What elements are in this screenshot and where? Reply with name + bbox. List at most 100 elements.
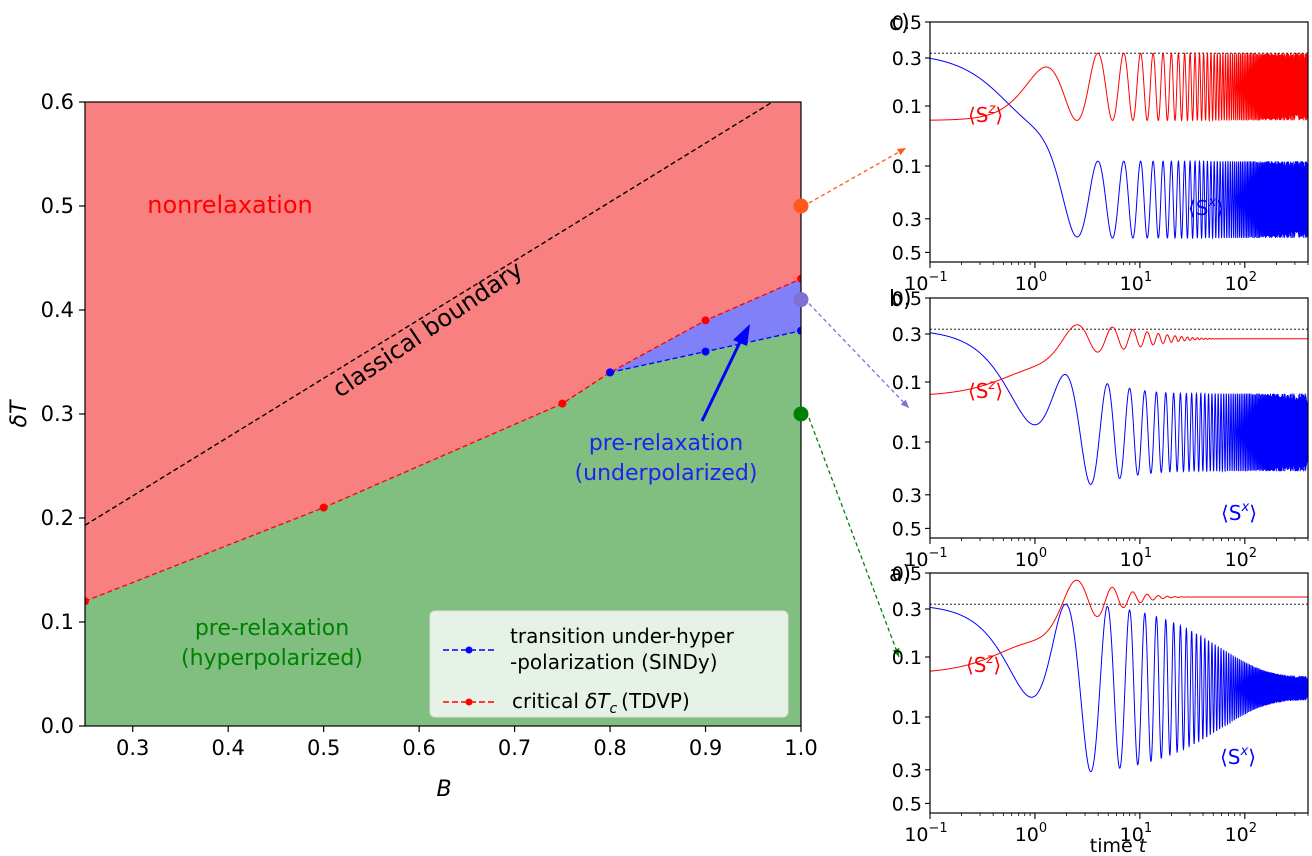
connector-orange [808,147,907,204]
inset-y-tick-label: 0.5 [892,563,922,585]
sx-curve [930,603,1308,773]
inset-a-panel-label: a) [889,562,911,587]
connector-arrowhead-green [892,648,900,657]
inset-y-tick-label: 0.1 [892,156,922,178]
main-ylabel: δT [7,399,32,427]
y-tick-label: 0.0 [41,714,74,738]
legend-red-prefix: critical [512,689,579,713]
hyperpolarized-label-2: (hyperpolarized) [181,646,363,671]
inset-x-tick-label: 101 [1120,821,1152,846]
main-xlabel: B [436,777,451,802]
inset-a-frame [929,572,1309,814]
critical-point [701,316,710,325]
inset-y-tick-label: 0.5 [892,793,922,815]
region-label-nonrelaxation: nonrelaxation [147,191,312,219]
inset-x-tick-label: 10−1 [904,270,947,295]
critical-point [558,399,567,408]
main-ticks: 0.3 0.4 0.5 0.6 0.7 0.8 0.9 1.0 0.0 0.1 0.2 0.3 0.4 0… [41,90,818,760]
inset-a-curves [930,579,1308,773]
legend-blue-marker [465,646,473,654]
inset-x-tick-label: 100 [1015,546,1047,571]
legend: transition under-hyper -polarization (SI… [429,610,789,718]
inset-x-tick-label: 100 [1015,270,1047,295]
underpolarized-label-1: pre-relaxation [589,431,743,456]
inset-x-tick-label: 101 [1120,270,1152,295]
inset-x-tick-label: 10−1 [904,821,947,846]
inset-x-tick-label: 102 [1225,546,1257,571]
classical-boundary-line [85,102,773,526]
connector-arrowhead-orange [897,148,906,156]
connector-arrowhead-purple [900,399,909,408]
inset-y-tick-label: 0.1 [892,96,922,118]
inset-c-frame [929,21,1309,263]
inset-c-sz-label: ⟨Sz⟩ [968,102,1003,127]
inset-y-tick-label: 0.3 [892,324,922,346]
sz-curve [930,324,1308,395]
legend-red-sub: c [609,701,617,717]
x-tick-label: 0.4 [211,736,244,760]
underpolarized-arrow [700,324,750,422]
inset-y-tick-label: 0.3 [892,599,922,621]
x-tick-label: 0.8 [593,736,626,760]
legend-red-marker [465,698,473,706]
phase-lines [85,102,801,606]
sx-curve [930,332,1308,485]
underpolarized-region [610,278,801,373]
inset-x-tick-label: 101 [1120,546,1152,571]
inset-c-curves [930,51,1308,240]
x-tick-label: 1.0 [784,736,817,760]
inset-b-sz-label: ⟨Sz⟩ [968,378,1003,403]
y-tick-label: 0.2 [41,506,74,530]
inset-y-tick-label: 0.3 [892,485,922,507]
inset-a: a) ⟨Sz⟩ ⟨Sx⟩ [889,562,1309,814]
legend-red-text: critical δTc (TDVP) [512,689,690,717]
critical-point [797,274,801,283]
inset-c: c) ⟨Sz⟩ ⟨Sx⟩ [889,11,1309,263]
inset-a-sz-label: ⟨Sz⟩ [966,652,1001,677]
inset-b-panel-label: b) [889,287,912,312]
legend-blue-text-1: transition under-hyper [510,624,735,648]
critical-point [85,597,89,606]
inset-x-tick-label: 10−1 [904,546,947,571]
inset-y-tick-label: 0.3 [892,48,922,70]
connector-green [808,417,900,658]
state-markers [793,198,809,422]
sindy-point [797,326,801,335]
legend-blue-text-2: -polarization (SINDy) [510,650,718,674]
critical-point [319,503,328,512]
inset-y-tick-label: 0.3 [892,209,922,231]
inset-c-panel-label: c) [889,11,910,36]
x-tick-label: 0.3 [116,736,149,760]
inset-y-tick-label: 0.1 [892,432,922,454]
inset-c-sx-label: ⟨Sx⟩ [1188,195,1224,220]
inset-y-tick-label: 0.3 [892,760,922,782]
x-tick-label: 0.6 [402,736,435,760]
x-tick-label: 0.5 [307,736,340,760]
inset-y-tick-label: 0.5 [892,518,922,540]
hyperpolarized-label-1: pre-relaxation [195,616,349,641]
y-tick-label: 0.5 [41,194,74,218]
y-tick-label: 0.3 [41,402,74,426]
legend-red-symbol: δT [585,689,611,713]
purple-state-marker [793,292,809,308]
y-tick-label: 0.4 [41,298,74,322]
inset-b-sx-label: ⟨Sx⟩ [1221,500,1257,525]
x-tick-label: 0.9 [689,736,722,760]
inset-y-tick-label: 0.5 [892,288,922,310]
sx-curve [930,57,1308,240]
sindy-point [701,347,710,356]
critical-line [85,278,801,602]
inset-b-frame [929,297,1309,539]
inset-x-tick-label: 102 [1225,821,1257,846]
inset-b-curves [930,324,1308,485]
y-tick-label: 0.6 [41,90,74,114]
inset-ticks: 0.50.30.10.10.30.510−1 100 101 1020.50.30.1… [892,12,1309,846]
inset-y-tick-label: 0.1 [892,647,922,669]
underpolarized-label-2: (underpolarized) [575,461,758,486]
inset-a-sx-label: ⟨Sx⟩ [1220,744,1256,769]
inset-connectors [808,147,910,658]
orange-state-marker [793,198,809,214]
inset-y-tick-label: 0.1 [892,372,922,394]
inset-x-tick-label: 100 [1015,821,1047,846]
